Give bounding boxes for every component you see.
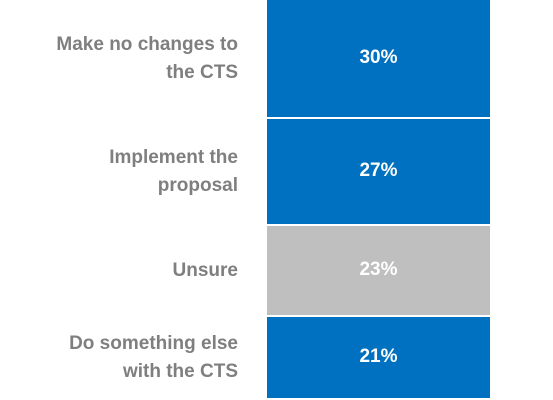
value-label: 21% (359, 346, 398, 368)
value-label: 23% (359, 259, 398, 281)
category-label: Implement the proposal (109, 147, 238, 197)
category-label: Make no changes to the CTS (56, 34, 238, 84)
category-label: Do something else with the CTS (69, 333, 238, 383)
bar-segment: 30% (267, 0, 490, 119)
bar-segment: 27% (267, 118, 490, 226)
bar-segment: 21% (267, 316, 490, 400)
category-label: Unsure (172, 260, 238, 282)
value-label: 30% (359, 47, 398, 69)
value-label: 27% (359, 160, 398, 182)
bar-segment: 23% (267, 225, 490, 317)
